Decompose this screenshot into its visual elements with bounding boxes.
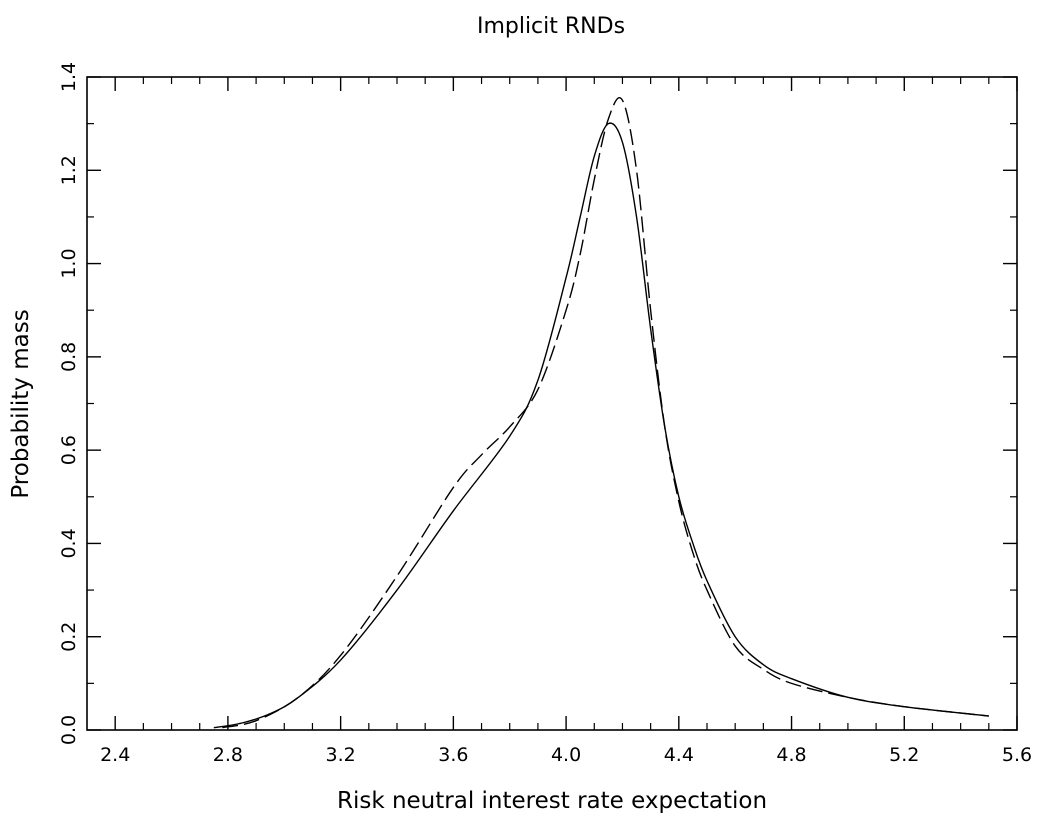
x-tick-label: 5.6 — [1002, 744, 1032, 766]
x-tick-label: 5.2 — [889, 744, 919, 766]
x-tick-label: 2.8 — [213, 744, 243, 766]
x-tick-label: 4.0 — [551, 744, 581, 766]
dashed-series-line — [222, 97, 989, 729]
y-tick-label: 0.2 — [58, 622, 80, 652]
y-tick-label: 0.0 — [58, 715, 80, 745]
y-tick-label: 1.4 — [58, 62, 80, 92]
y-tick-label: 0.8 — [58, 342, 80, 372]
x-tick-label: 3.2 — [326, 744, 356, 766]
y-tick-label: 0.4 — [58, 528, 80, 558]
x-axis-label: Risk neutral interest rate expectation — [337, 788, 767, 814]
y-tick-label: 1.2 — [58, 155, 80, 185]
x-tick-label: 2.4 — [100, 744, 130, 766]
y-tick-label: 1.0 — [58, 248, 80, 278]
axis-ticks: 2.4 2.8 3.2 3.6 4.0 4.4 4.8 5.2 5.6 0.0 0.2 0.4 0.6 0… — [58, 62, 1032, 766]
x-tick-label: 4.8 — [776, 744, 806, 766]
y-axis-label: Probability mass — [8, 309, 34, 498]
x-tick-label: 4.4 — [664, 744, 694, 766]
y-tick-label: 0.6 — [58, 435, 80, 465]
plot-frame — [86, 76, 1018, 731]
x-tick-label: 3.6 — [438, 744, 468, 766]
series-group — [213, 97, 989, 729]
chart-title: Implicit RNDs — [477, 14, 625, 39]
solid-series-line — [213, 122, 989, 729]
